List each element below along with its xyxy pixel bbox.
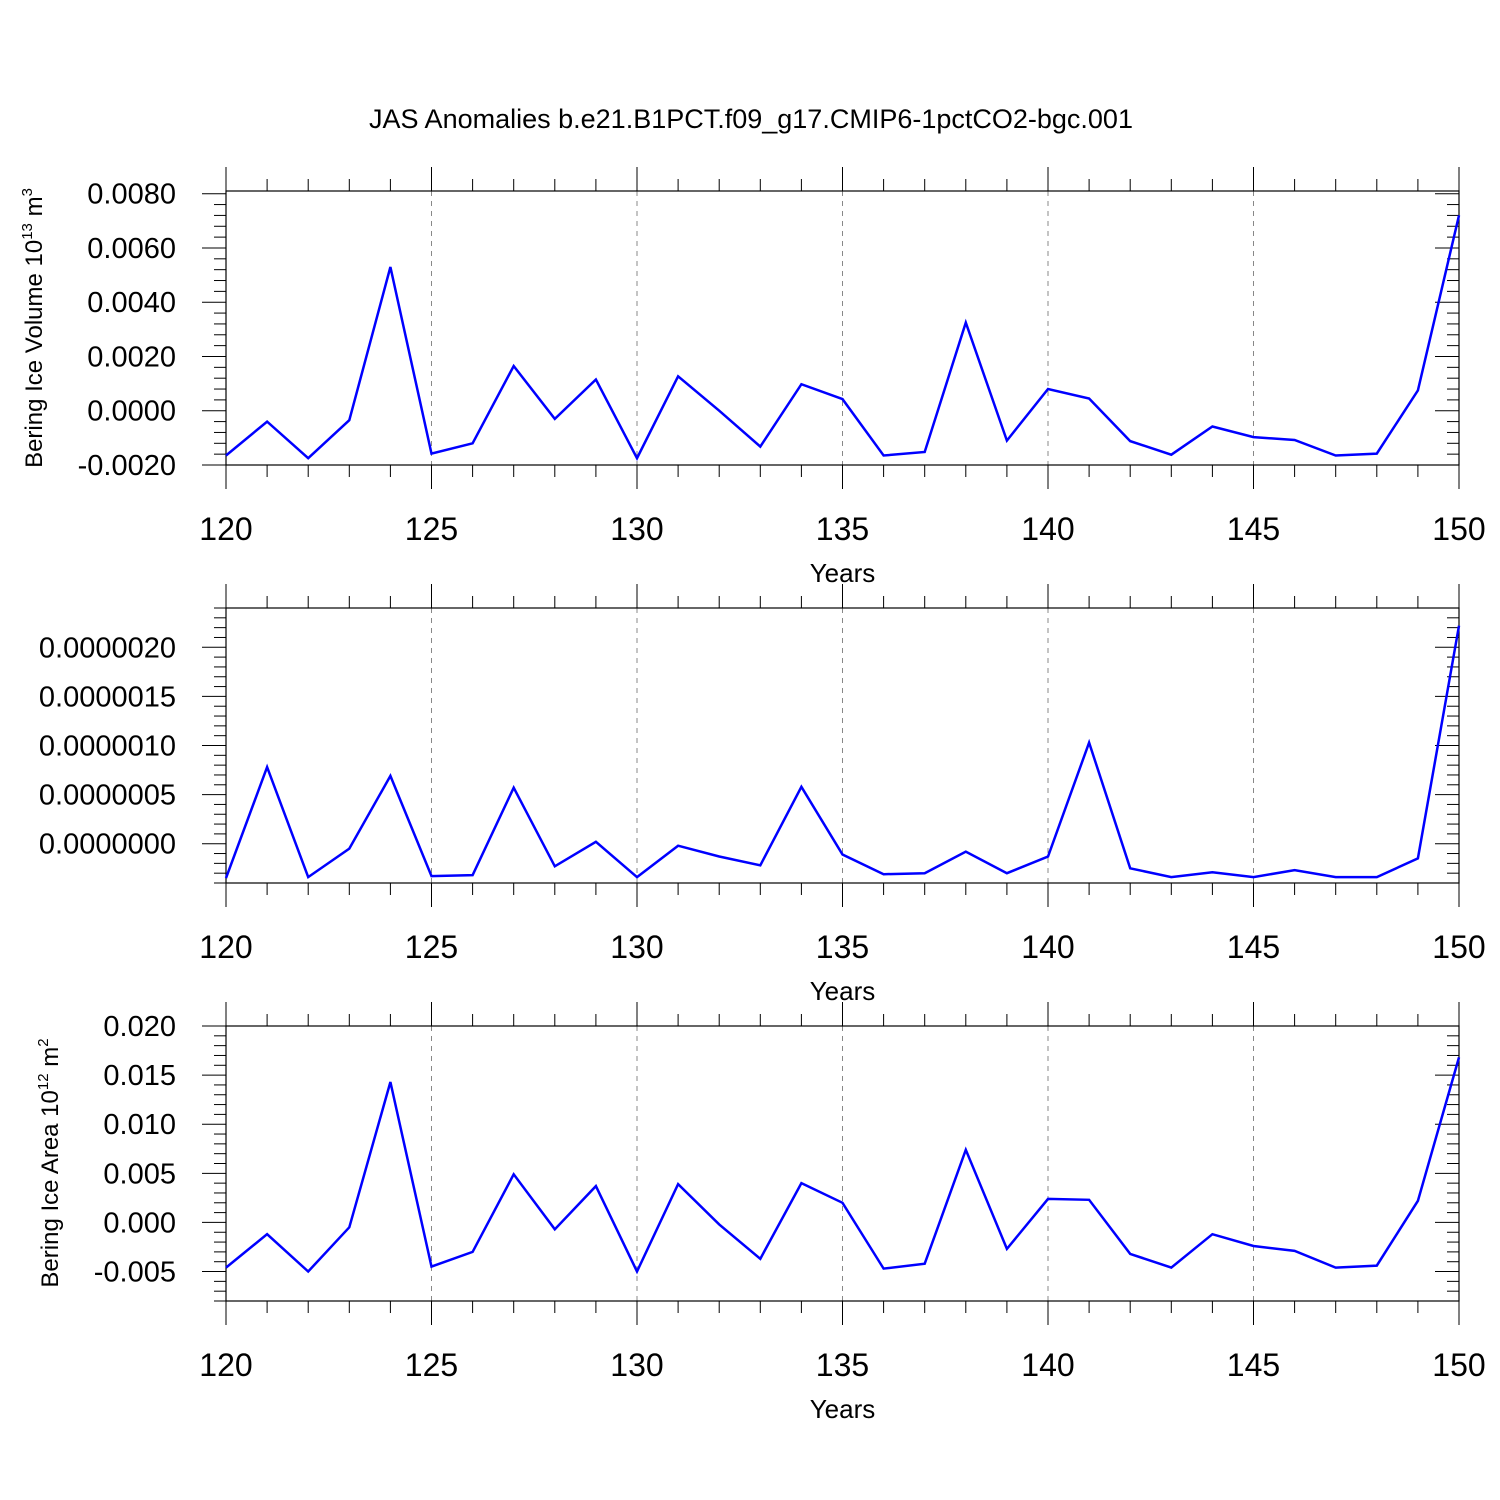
x-tick-label: 125: [405, 511, 458, 547]
y-tick-label: 0.0040: [87, 287, 176, 319]
y-tick-label: 0.000: [103, 1207, 176, 1239]
y-tick-label: 0.0060: [87, 233, 176, 265]
y-tick-label: 0.0000: [87, 396, 176, 428]
x-tick-label: 145: [1227, 1347, 1280, 1383]
x-tick-label: 140: [1021, 1347, 1074, 1383]
x-tick-label: 125: [405, 929, 458, 965]
y-tick-label: 0.010: [103, 1109, 176, 1141]
chart-title: JAS Anomalies b.e21.B1PCT.f09_g17.CMIP6-…: [369, 104, 1133, 134]
x-axis-label: Years: [810, 1394, 876, 1424]
x-tick-label: 130: [610, 511, 663, 547]
x-tick-label: 140: [1021, 929, 1074, 965]
y-tick-label: 0.0000015: [39, 681, 176, 713]
y-tick-label: 0.0000000: [39, 829, 176, 861]
y-tick-label: 0.0000005: [39, 780, 176, 812]
x-tick-label: 140: [1021, 511, 1074, 547]
x-tick-label: 150: [1432, 929, 1485, 965]
x-tick-label: 135: [816, 511, 869, 547]
y-tick-label: 0.0000020: [39, 632, 176, 664]
x-tick-label: 135: [816, 929, 869, 965]
x-tick-label: 130: [610, 1347, 663, 1383]
panel-3: 120 125 130 135 140 145 150 Years -0.005 0.000 0.0…: [35, 1002, 1486, 1424]
x-tick-label: 120: [199, 1347, 252, 1383]
y-tick-label: -0.0020: [78, 450, 176, 482]
x-tick-label: 145: [1227, 929, 1280, 965]
x-tick-label: 150: [1432, 511, 1485, 547]
x-tick-label: 150: [1432, 1347, 1485, 1383]
y-tick-label: 0.0000010: [39, 731, 176, 763]
panel-1: 120 125 130 135 140 145 150 Years -0.0020 0.0000 0…: [19, 167, 1486, 588]
series-line: [225, 1057, 1461, 1275]
panels: 120 125 130 135 140 145 150Years-0.00200.00000…: [19, 167, 1486, 1424]
y-axis-label: Bering Ice Area 1012 m2: [35, 1038, 64, 1287]
y-tick-label: 0.0080: [87, 179, 176, 211]
x-tick-label: 125: [405, 1347, 458, 1383]
x-tick-label: 120: [199, 511, 252, 547]
x-tick-label: 145: [1227, 511, 1280, 547]
y-tick-label: 0.005: [103, 1158, 176, 1190]
series-line: [225, 215, 1461, 461]
series-line: [224, 625, 1461, 880]
y-tick-label: 0.015: [103, 1060, 176, 1092]
y-tick-label: 0.0020: [87, 341, 176, 373]
x-axis-label: Years: [810, 558, 876, 588]
x-tick-label: 135: [816, 1347, 869, 1383]
y-tick-label: -0.005: [94, 1257, 176, 1289]
y-tick-label: 0.020: [103, 1011, 176, 1043]
panel-2: 120 125 130 135 140 145 150 Years 0.0000000 0.000…: [39, 584, 1486, 1006]
x-axis-label: Years: [810, 976, 876, 1006]
x-tick-label: 120: [199, 929, 252, 965]
x-tick-label: 130: [610, 929, 663, 965]
y-axis-label: Bering Ice Volume 1013 m3: [19, 188, 48, 468]
